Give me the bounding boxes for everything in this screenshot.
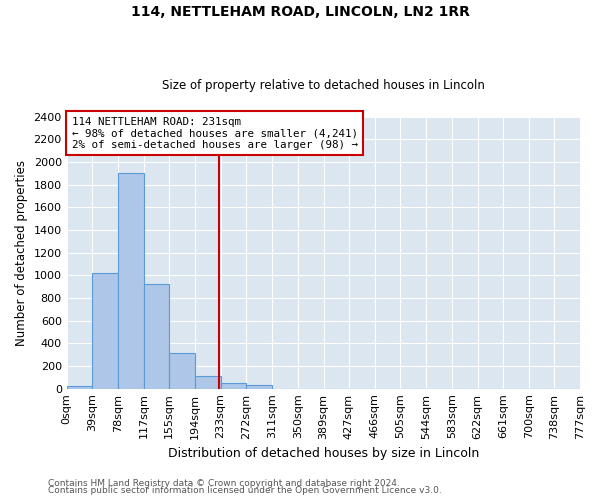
Text: 114 NETTLEHAM ROAD: 231sqm
← 98% of detached houses are smaller (4,241)
2% of se: 114 NETTLEHAM ROAD: 231sqm ← 98% of deta… bbox=[72, 117, 358, 150]
Title: Size of property relative to detached houses in Lincoln: Size of property relative to detached ho… bbox=[162, 79, 485, 92]
Y-axis label: Number of detached properties: Number of detached properties bbox=[15, 160, 28, 346]
Bar bbox=[144, 284, 169, 389]
Bar bbox=[169, 353, 195, 388]
Bar bbox=[195, 376, 221, 388]
Text: Contains public sector information licensed under the Open Government Licence v3: Contains public sector information licen… bbox=[48, 486, 442, 495]
Text: Contains HM Land Registry data © Crown copyright and database right 2024.: Contains HM Land Registry data © Crown c… bbox=[48, 478, 400, 488]
Bar bbox=[67, 386, 92, 388]
X-axis label: Distribution of detached houses by size in Lincoln: Distribution of detached houses by size … bbox=[168, 447, 479, 460]
Bar bbox=[221, 383, 247, 388]
Text: 114, NETTLEHAM ROAD, LINCOLN, LN2 1RR: 114, NETTLEHAM ROAD, LINCOLN, LN2 1RR bbox=[131, 5, 469, 19]
Bar bbox=[92, 273, 118, 388]
Bar bbox=[118, 174, 144, 388]
Bar bbox=[247, 384, 272, 388]
